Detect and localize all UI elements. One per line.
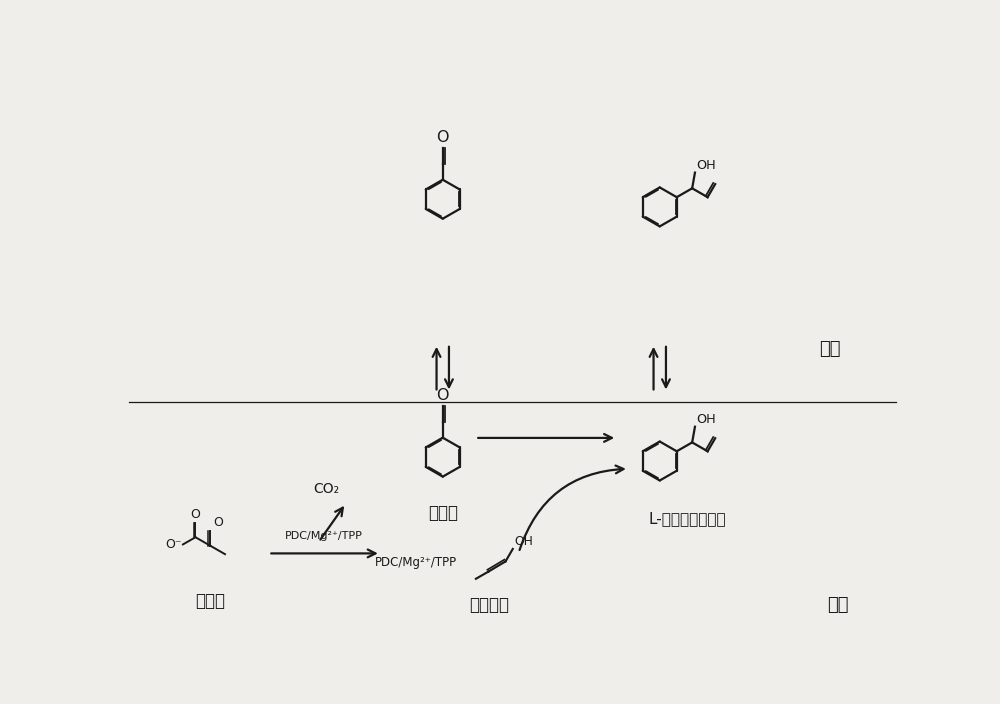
Text: CO₂: CO₂	[313, 482, 340, 496]
Text: O⁻: O⁻	[165, 538, 181, 551]
Text: 丙酮酸: 丙酮酸	[195, 592, 225, 610]
Text: O: O	[213, 516, 223, 529]
Text: PDC/Mg²⁺/TPP: PDC/Mg²⁺/TPP	[285, 531, 363, 541]
Text: 苯甲醛: 苯甲醛	[428, 503, 458, 522]
Text: O: O	[436, 388, 449, 403]
Text: 水相: 水相	[827, 596, 849, 614]
Text: O: O	[191, 508, 200, 520]
Text: OH: OH	[514, 535, 533, 548]
Text: PDC/Mg²⁺/TPP: PDC/Mg²⁺/TPP	[375, 556, 457, 569]
Text: 辛醇: 辛醇	[820, 340, 841, 358]
Text: L-苯基乙酰基甲醇: L-苯基乙酰基甲醇	[648, 511, 726, 527]
Text: 活性乙醛: 活性乙醛	[469, 596, 509, 614]
Text: O: O	[436, 130, 449, 145]
Text: OH: OH	[697, 158, 716, 172]
Text: OH: OH	[697, 413, 716, 426]
